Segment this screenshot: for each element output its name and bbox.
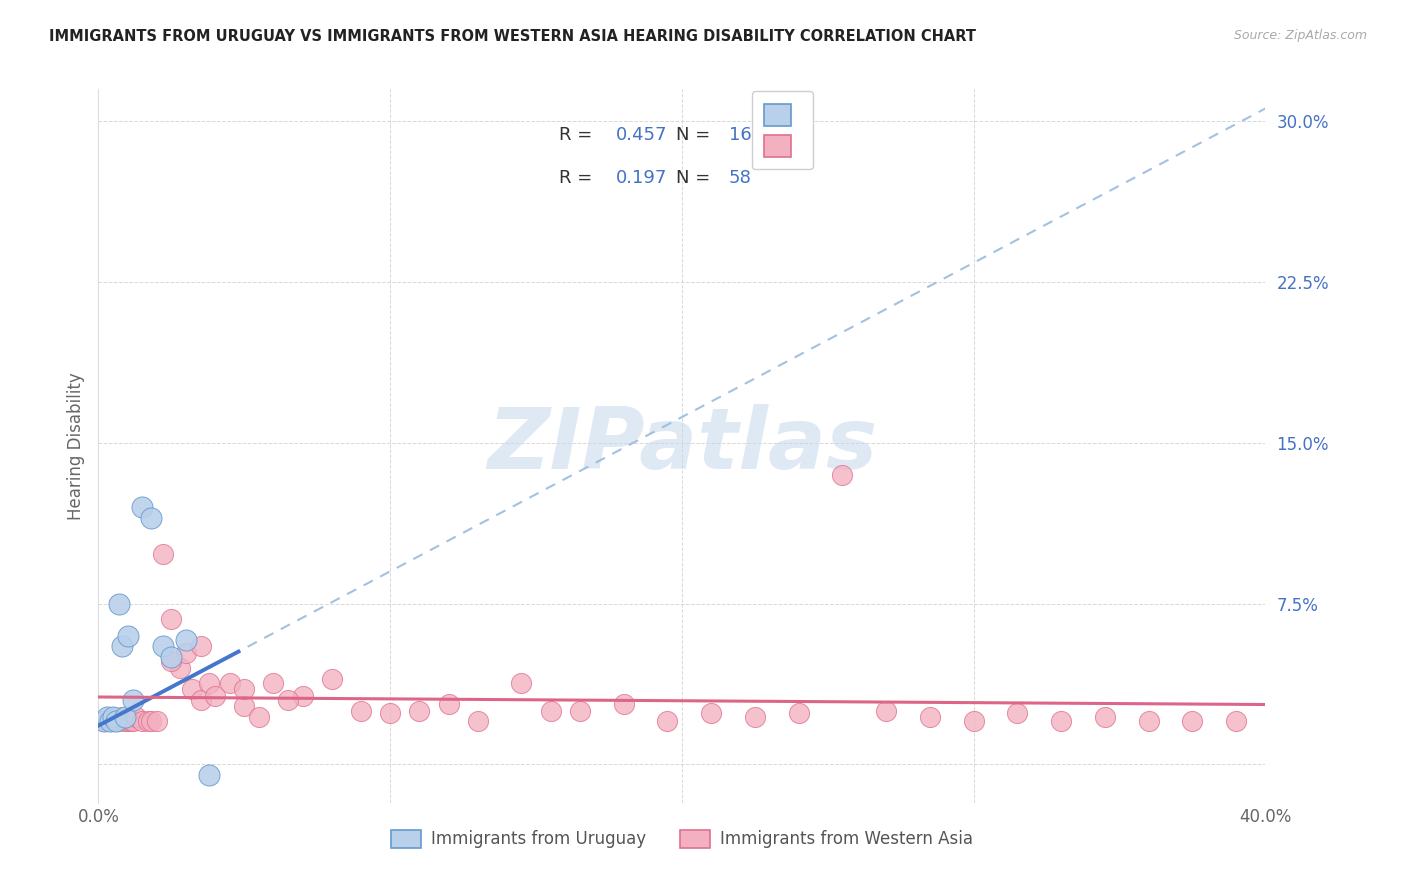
Text: Source: ZipAtlas.com: Source: ZipAtlas.com [1233,29,1367,42]
Point [96,714,118,729]
Text: R =: R = [560,126,599,144]
Point [233,682,256,697]
Point [262,675,284,690]
Point [122,693,145,707]
Y-axis label: Hearing Disability: Hearing Disability [66,372,84,520]
Point [1181,714,1204,729]
Point [1007,706,1029,720]
Point [787,706,810,720]
Point [291,689,314,703]
Point [117,714,139,729]
Point [1137,714,1160,729]
Point [104,714,127,729]
Text: 16: 16 [728,126,751,144]
Point [744,710,766,724]
Point [114,714,136,729]
Point [657,714,679,729]
Point [111,710,134,724]
Text: 0.197: 0.197 [616,169,666,186]
Point [180,682,202,697]
Point [122,714,145,729]
Point [510,675,533,690]
Point [204,689,226,703]
Point [233,699,256,714]
Point [174,632,197,647]
Point [120,714,142,729]
Point [277,693,299,707]
Point [131,714,153,729]
Point [190,640,212,654]
Point [568,704,591,718]
Point [218,675,240,690]
Point [700,706,723,720]
Point [101,714,124,729]
Point [918,710,941,724]
Point [152,547,174,561]
Text: ZIPatlas: ZIPatlas [486,404,877,488]
Point [101,710,124,724]
Text: IMMIGRANTS FROM URUGUAY VS IMMIGRANTS FROM WESTERN ASIA HEARING DISABILITY CORRE: IMMIGRANTS FROM URUGUAY VS IMMIGRANTS FR… [49,29,976,44]
Point [131,500,153,514]
Text: N =: N = [676,169,716,186]
Point [1094,710,1116,724]
Text: 0.457: 0.457 [616,126,666,144]
Point [114,710,136,724]
Point [540,704,562,718]
Point [169,661,191,675]
Point [108,597,131,611]
Point [190,693,212,707]
Point [160,611,183,625]
Point [198,768,221,782]
Point [139,510,162,524]
Point [160,654,183,668]
Point [152,640,174,654]
Point [125,710,148,724]
Text: R =: R = [560,169,599,186]
Point [160,650,183,665]
Point [139,714,162,729]
Point [93,714,115,729]
Point [93,714,115,729]
Point [117,629,139,643]
Point [136,714,159,729]
Point [98,714,121,729]
Point [437,697,460,711]
Point [962,714,984,729]
Text: N =: N = [676,126,716,144]
Point [875,704,897,718]
Point [247,710,270,724]
Point [612,697,634,711]
Point [174,646,197,660]
Point [350,704,373,718]
Point [408,704,430,718]
Point [146,714,169,729]
Point [98,714,121,729]
Point [321,672,343,686]
Point [1225,714,1247,729]
Point [108,714,131,729]
Point [831,467,853,482]
Point [96,710,118,724]
Point [198,675,221,690]
Point [104,714,127,729]
Point [111,640,134,654]
Legend: Immigrants from Uruguay, Immigrants from Western Asia: Immigrants from Uruguay, Immigrants from… [384,823,980,855]
Text: 58: 58 [728,169,751,186]
Point [380,706,402,720]
Point [101,710,124,724]
Point [1050,714,1073,729]
Point [467,714,489,729]
